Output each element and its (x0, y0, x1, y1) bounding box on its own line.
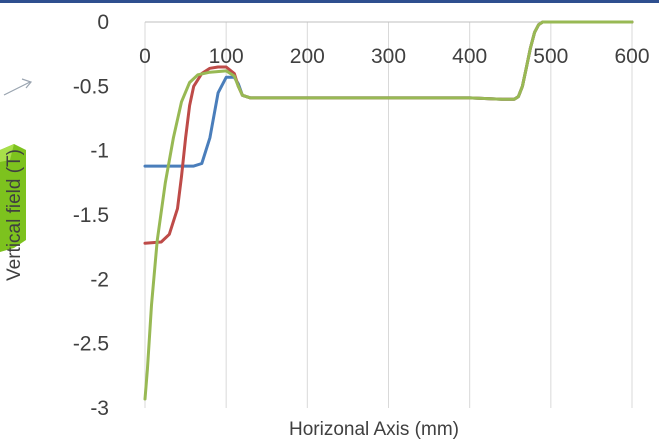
x-axis-title: Horizonal Axis (mm) (289, 419, 459, 440)
top-border (0, 0, 659, 3)
axis-arrow-decoration (3, 81, 31, 96)
y-tick-label: 0 (97, 11, 109, 34)
green-shape (0, 144, 26, 252)
series-line-3 (143, 20, 634, 401)
green-shape-highlight (0, 144, 14, 162)
arrow-head-decoration (21, 78, 33, 89)
y-tick-label: -2.5 (73, 333, 109, 356)
x-tick-label: 400 (452, 45, 487, 68)
background-decoration (0, 78, 33, 252)
x-tick-label: 600 (614, 45, 649, 68)
y-axis-title: Vertical field (T) (4, 149, 25, 281)
series-group (143, 20, 634, 401)
y-tick-label: -1.5 (73, 204, 109, 227)
x-tick-label: 0 (139, 45, 151, 68)
y-tick-label: -0.5 (73, 75, 109, 98)
x-tick-label: 500 (533, 45, 568, 68)
x-tick-label: 100 (209, 45, 244, 68)
y-tick-labels: 0 -0.5 -1 -1.5 -2 -2.5 -3 (73, 11, 109, 420)
x-tick-label: 300 (371, 45, 406, 68)
x-tick-label: 200 (290, 45, 325, 68)
x-tick-labels: 0 100 200 300 400 500 600 (139, 45, 649, 68)
y-tick-label: -3 (90, 397, 109, 420)
gridlines (144, 21, 633, 408)
y-tick-label: -2 (90, 268, 109, 291)
y-tick-label: -1 (90, 140, 109, 163)
